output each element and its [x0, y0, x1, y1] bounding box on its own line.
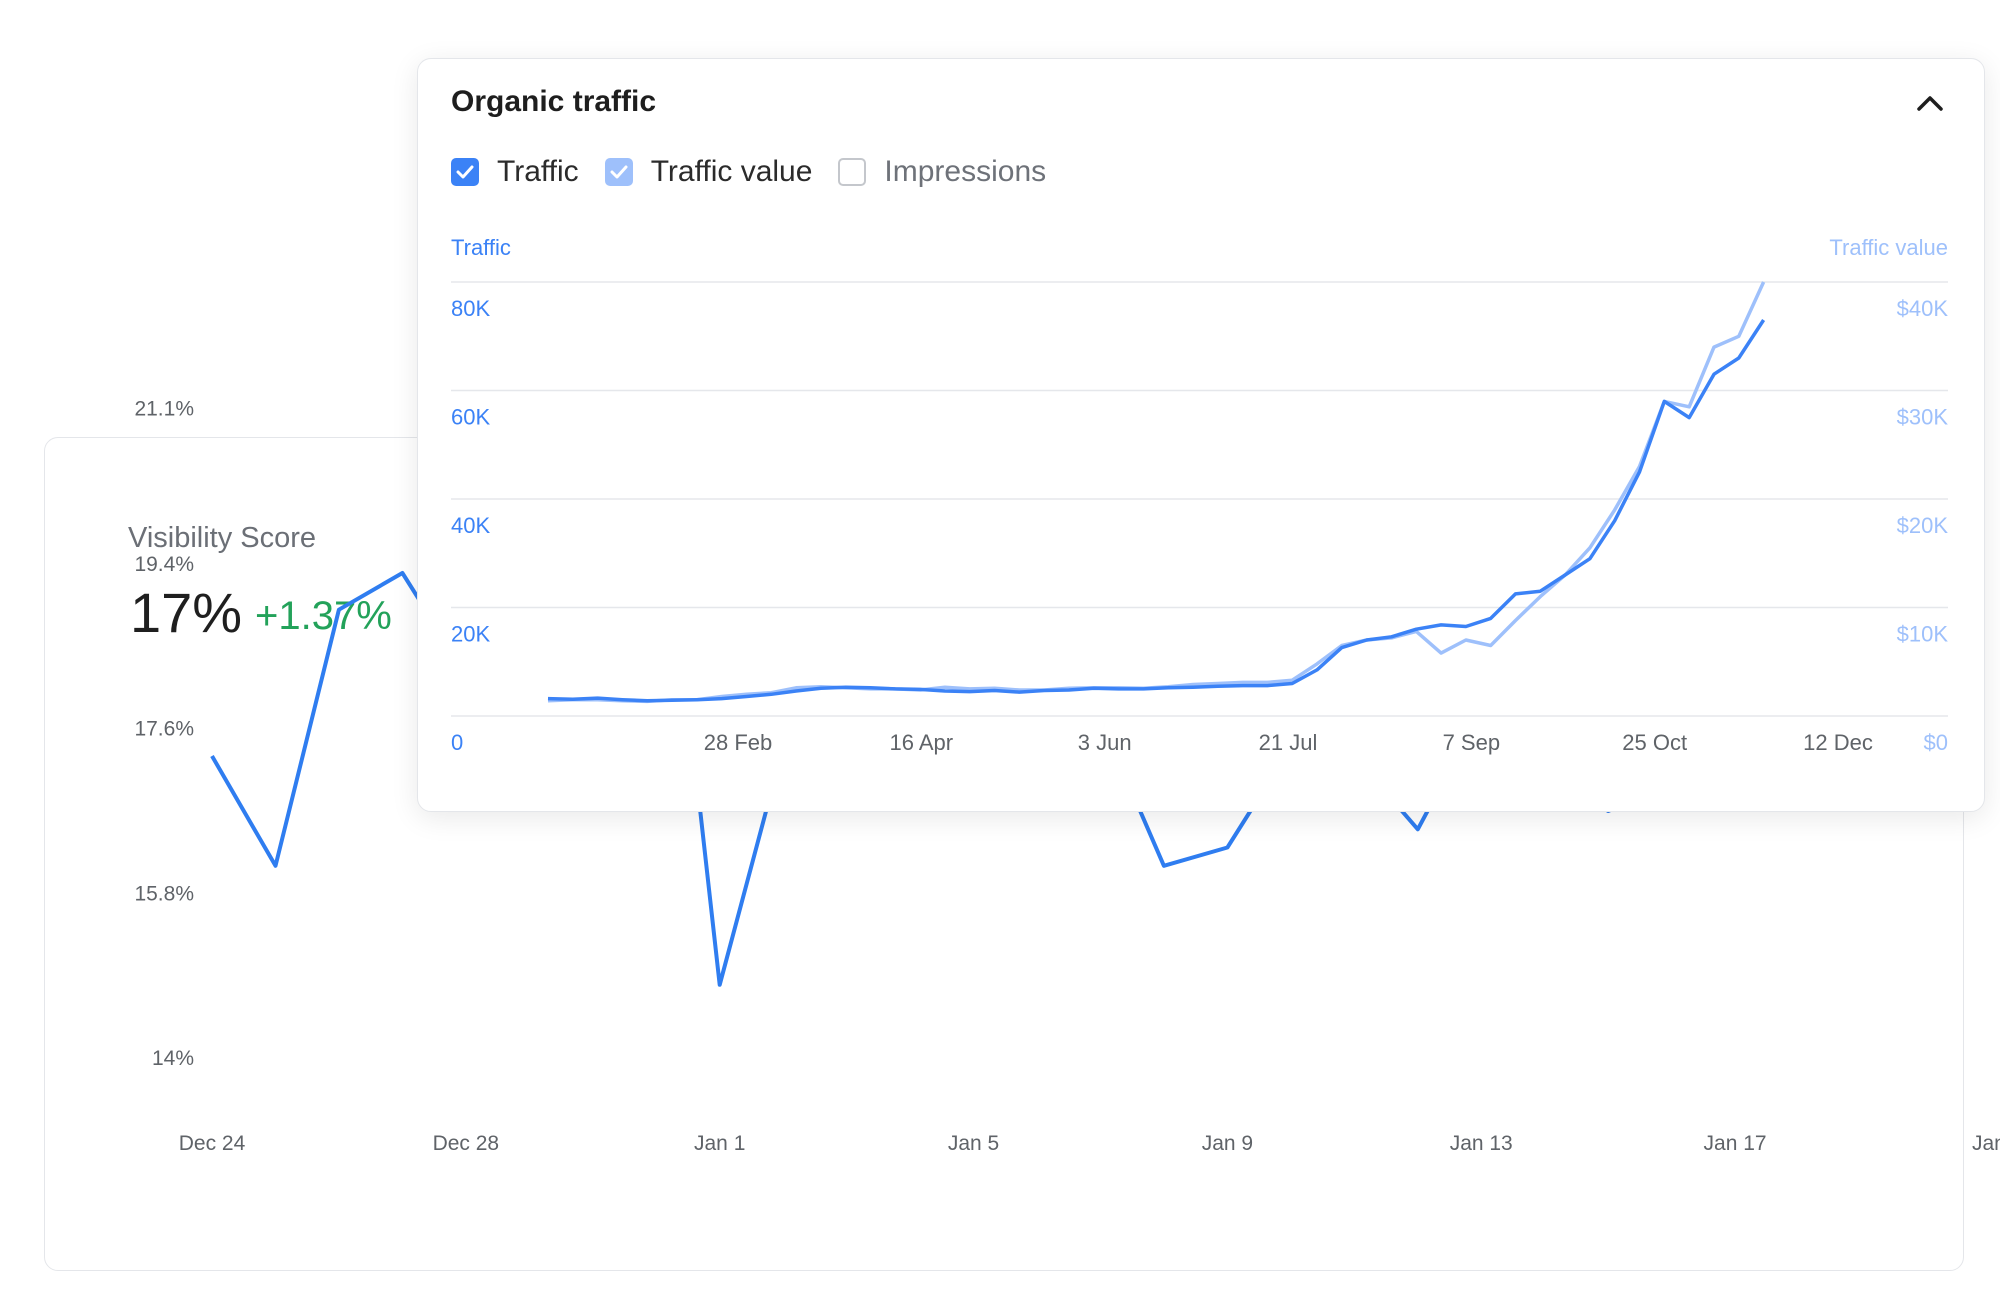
- impressions-checkbox[interactable]: [838, 158, 867, 186]
- visibility-score-title: Visibility Score: [128, 522, 317, 554]
- left-y-tick-label: 20K: [451, 622, 490, 647]
- visibility-score-delta: +1.37%: [255, 594, 392, 638]
- x-tick-label: 28 Feb: [704, 730, 773, 755]
- left-y-tick-label: 40K: [451, 513, 490, 538]
- right-y-tick-label: $30K: [1897, 405, 1949, 430]
- left-y-tick-label: 0: [451, 730, 463, 755]
- y-tick-label: 14%: [152, 1047, 194, 1070]
- x-tick-label: 25 Oct: [1622, 730, 1687, 755]
- traffic-legend-label: Traffic: [497, 155, 579, 188]
- organic-traffic-card: Organic traffic Traffic Traffic value Im…: [417, 58, 1985, 812]
- x-tick-label: Dec 28: [433, 1132, 500, 1155]
- y-tick-label: 15.8%: [134, 882, 194, 905]
- traffic-checkbox[interactable]: [451, 158, 479, 186]
- traffic-value-toggle[interactable]: Traffic value: [604, 155, 813, 189]
- checkmark-icon: [610, 165, 628, 179]
- left-y-tick-label: 60K: [451, 405, 490, 430]
- x-tick-label: 7 Sep: [1443, 730, 1501, 755]
- right-y-tick-label: $10K: [1897, 622, 1949, 647]
- x-tick-label: 12 Dec: [1803, 730, 1873, 755]
- y-tick-label: 19.4%: [134, 553, 194, 576]
- x-tick-label: Jan 5: [948, 1132, 999, 1155]
- impressions-legend-label: Impressions: [884, 155, 1047, 188]
- traffic-value-checkbox[interactable]: [604, 158, 633, 186]
- visibility-score-value: 17%: [130, 581, 243, 644]
- impressions-toggle[interactable]: Impressions: [838, 155, 1046, 189]
- x-tick-label: Jan 1: [694, 1132, 745, 1155]
- y-tick-label: 21.1%: [134, 397, 194, 420]
- x-tick-label: 21 Jul: [1259, 730, 1318, 755]
- collapse-button[interactable]: [1912, 85, 1948, 121]
- x-tick-label: Jan 9: [1202, 1132, 1253, 1155]
- traffic-series-line: [547, 319, 1766, 703]
- right-y-tick-label: $40K: [1897, 296, 1949, 321]
- x-tick-label: 3 Jun: [1078, 730, 1132, 755]
- series-legend: Traffic Traffic value Impressions: [451, 155, 1072, 189]
- x-tick-label: Jan 17: [1704, 1132, 1767, 1155]
- right-y-tick-label: $0: [1924, 730, 1948, 755]
- chevron-up-icon: [1917, 96, 1943, 111]
- left-axis-title: Traffic: [451, 235, 511, 260]
- checkmark-icon: [456, 165, 474, 179]
- right-axis-title: Traffic value: [1829, 235, 1948, 260]
- organic-traffic-chart: Traffic Traffic value 0 20K 40K 60K 80K $0 $10K $…: [451, 235, 1949, 755]
- traffic-toggle[interactable]: Traffic: [451, 155, 579, 189]
- x-tick-label: 16 Apr: [890, 730, 954, 755]
- x-tick-label: Jan 13: [1450, 1132, 1513, 1155]
- left-y-tick-label: 80K: [451, 296, 490, 321]
- right-y-tick-label: $20K: [1897, 513, 1949, 538]
- organic-traffic-title: Organic traffic: [451, 85, 657, 118]
- x-tick-label: Dec 24: [179, 1132, 246, 1155]
- x-tick-label: Jan: [1972, 1132, 2000, 1155]
- traffic-value-legend-label: Traffic value: [650, 155, 813, 188]
- y-tick-label: 17.6%: [134, 718, 194, 741]
- traffic-value-series-line: [547, 281, 1766, 704]
